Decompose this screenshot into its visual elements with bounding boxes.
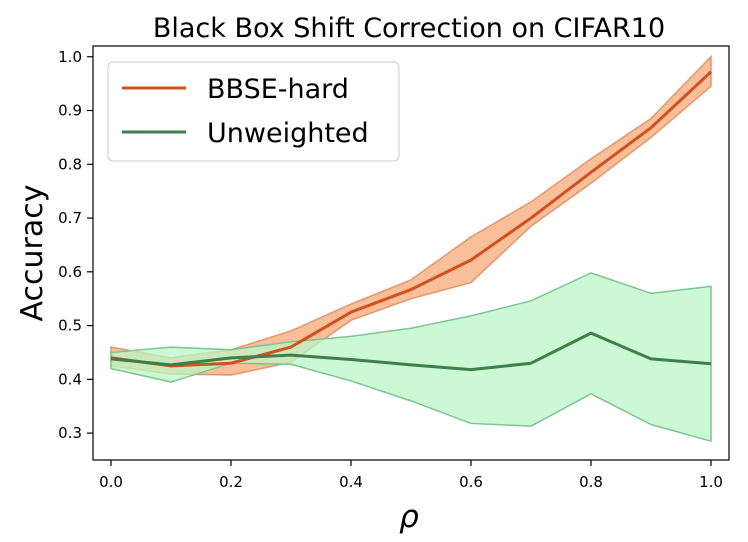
chart-title: Black Box Shift Correction on CIFAR10 (153, 13, 665, 44)
band-bbse-hard (110, 54, 712, 376)
y-tick-label: 0.3 (58, 424, 82, 442)
y-tick-label: 0.5 (58, 317, 82, 335)
x-tick-label: 0.8 (579, 473, 603, 491)
y-tick-label: 0.6 (58, 263, 82, 281)
axes: 0.0 0.2 0.4 0.6 0.8 1.0 0.3 0.4 0.5 0.6 0.7 0.8 0.9 1… (58, 48, 723, 491)
x-axis-label: ρ (399, 499, 419, 535)
plot-area (110, 54, 713, 443)
y-axis-label: Accuracy (15, 185, 50, 322)
y-tick-label: 1.0 (58, 48, 82, 66)
y-tick-label: 0.4 (58, 370, 82, 388)
x-tick-label: 1.0 (699, 473, 723, 491)
legend: BBSE-hard Unweighted (107, 61, 400, 162)
band-unweighted (110, 272, 712, 443)
y-tick-label: 0.9 (58, 102, 82, 120)
x-tick-label: 0.2 (219, 473, 243, 491)
x-tick-label: 0.4 (339, 473, 363, 491)
y-tick-label: 0.8 (58, 155, 82, 173)
x-tick-label: 0.6 (459, 473, 483, 491)
x-tick-label: 0.0 (99, 473, 123, 491)
legend-label-bbse-hard: BBSE-hard (207, 74, 349, 105)
plot-frame (92, 45, 730, 461)
legend-label-unweighted: Unweighted (207, 118, 369, 149)
y-tick-label: 0.7 (58, 209, 82, 227)
